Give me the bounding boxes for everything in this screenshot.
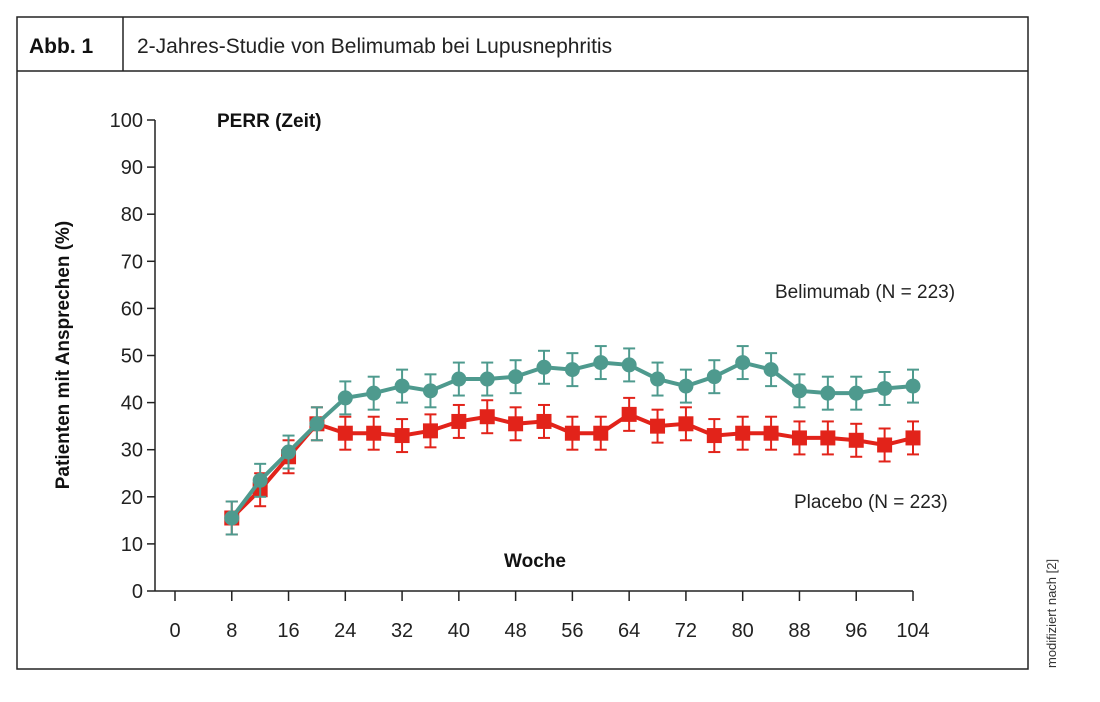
data-point: [820, 385, 836, 401]
series-layer: [224, 345, 921, 536]
data-point: [422, 423, 438, 439]
legend-placebo: Placebo (N = 223): [794, 492, 948, 513]
data-point: [337, 390, 353, 406]
x-tick-label: 56: [561, 620, 583, 642]
y-tick-label: 60: [121, 298, 143, 320]
data-point: [735, 355, 751, 371]
x-tick-label: 8: [226, 620, 237, 642]
series-placebo: [224, 396, 921, 536]
data-point: [536, 359, 552, 375]
x-tick-label: 88: [788, 620, 810, 642]
x-axis-label: Woche: [504, 551, 566, 572]
y-tick-label: 40: [121, 393, 143, 415]
data-point: [508, 369, 524, 385]
data-point: [848, 385, 864, 401]
chart-title: PERR (Zeit): [217, 111, 322, 132]
x-tick-label: 80: [732, 620, 754, 642]
source-note: modifiziert nach [2]: [1044, 559, 1059, 668]
legend-belimumab: Belimumab (N = 223): [775, 282, 955, 303]
y-tick-label: 10: [121, 534, 143, 556]
data-point: [820, 430, 836, 446]
x-tick-label: 16: [277, 620, 299, 642]
data-point: [877, 437, 893, 453]
data-point: [536, 413, 552, 429]
data-point: [564, 362, 580, 378]
data-point: [678, 378, 694, 394]
data-point: [763, 425, 779, 441]
x-tick-label: 48: [504, 620, 526, 642]
data-point: [877, 380, 893, 396]
data-point: [706, 428, 722, 444]
data-point: [394, 378, 410, 394]
x-tick-label: 0: [169, 620, 180, 642]
y-tick-label: 80: [121, 204, 143, 226]
figure-title: 2-Jahres-Studie von Belimumab bei Lupusn…: [137, 35, 612, 58]
data-point: [678, 416, 694, 432]
data-point: [848, 432, 864, 448]
data-point: [621, 357, 637, 373]
data-point: [735, 425, 751, 441]
data-point: [451, 371, 467, 387]
data-point: [508, 416, 524, 432]
y-tick-label: 0: [132, 581, 143, 603]
data-point: [366, 385, 382, 401]
data-point: [791, 430, 807, 446]
data-point: [650, 371, 666, 387]
x-tick-label: 96: [845, 620, 867, 642]
data-point: [366, 425, 382, 441]
y-tick-label: 50: [121, 346, 143, 368]
y-tick-label: 100: [110, 110, 143, 132]
x-tick-label: 72: [675, 620, 697, 642]
x-tick-label: 40: [448, 620, 470, 642]
data-point: [593, 355, 609, 371]
x-tick-label: 104: [896, 620, 929, 642]
data-point: [621, 406, 637, 422]
data-point: [451, 413, 467, 429]
data-point: [905, 430, 921, 446]
data-point: [309, 416, 325, 432]
data-point: [791, 383, 807, 399]
data-point: [706, 369, 722, 385]
data-point: [905, 378, 921, 394]
data-point: [479, 371, 495, 387]
x-tick-label: 24: [334, 620, 356, 642]
data-point: [422, 383, 438, 399]
y-tick-label: 30: [121, 440, 143, 462]
series-belimumab: [224, 345, 921, 536]
y-tick-label: 90: [121, 157, 143, 179]
x-tick-label: 32: [391, 620, 413, 642]
data-point: [252, 472, 268, 488]
data-point: [763, 362, 779, 378]
data-point: [394, 428, 410, 444]
axes: 0 10 20 30 40 50 60 70 80 90 100 0 8 16 24 32 40 48 56 64 72…: [110, 110, 930, 642]
x-tick-label: 64: [618, 620, 640, 642]
data-point: [650, 418, 666, 434]
data-point: [479, 409, 495, 425]
figure-label: Abb. 1: [29, 35, 93, 58]
data-point: [337, 425, 353, 441]
figure-frame: [16, 16, 1029, 670]
y-tick-label: 20: [121, 487, 143, 509]
y-tick-label: 70: [121, 251, 143, 273]
data-point: [593, 425, 609, 441]
data-point: [224, 510, 240, 526]
data-point: [281, 444, 297, 460]
data-point: [564, 425, 580, 441]
y-axis-label: Patienten mit Ansprechen (%): [53, 221, 74, 490]
